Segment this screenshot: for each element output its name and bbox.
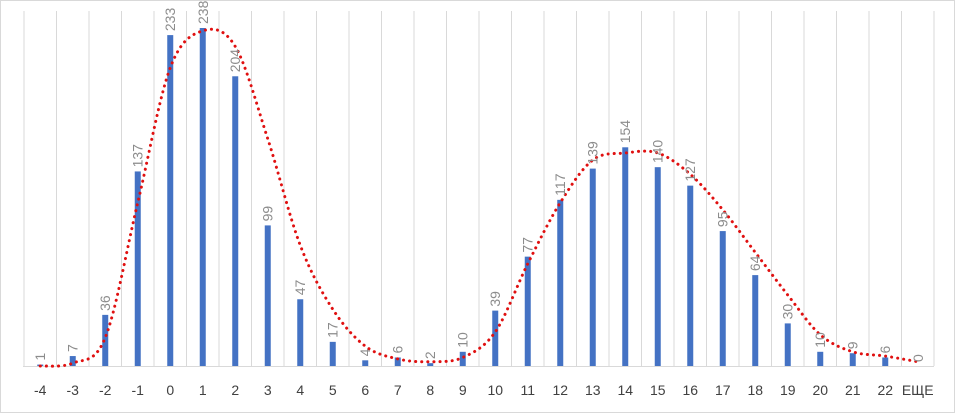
data-label: 47 xyxy=(292,279,308,295)
x-tick-label: 6 xyxy=(361,382,369,398)
data-label: 137 xyxy=(130,144,146,168)
bar xyxy=(329,341,336,366)
bar xyxy=(362,360,369,366)
x-tick-label: -1 xyxy=(132,382,145,398)
bar xyxy=(232,76,239,367)
data-label: 238 xyxy=(195,1,211,24)
data-label: 204 xyxy=(227,49,243,73)
x-tick-label: ЕЩЕ xyxy=(902,382,934,398)
bar xyxy=(589,168,596,366)
data-label: 99 xyxy=(260,206,276,222)
data-label: 39 xyxy=(487,291,503,307)
data-label: 117 xyxy=(552,173,568,196)
x-tick-label: 10 xyxy=(487,382,503,398)
x-tick-label: 3 xyxy=(264,382,272,398)
x-axis: -4 -3 -2 -1 0 1 2 3 4 5 6 7 8 9 10 11 12 13 14 15 16 17 18 19 20… xyxy=(34,382,934,398)
data-label: 9 xyxy=(845,341,861,349)
x-tick-label: 21 xyxy=(845,382,861,398)
bar xyxy=(134,171,141,366)
x-tick-label: 13 xyxy=(585,382,601,398)
x-tick-label: 18 xyxy=(747,382,763,398)
bar xyxy=(654,167,661,366)
x-tick-label: 1 xyxy=(199,382,207,398)
x-tick-label: 22 xyxy=(877,382,893,398)
data-label: 233 xyxy=(162,8,178,32)
x-tick-label: 19 xyxy=(780,382,796,398)
x-tick-label: 14 xyxy=(617,382,633,398)
x-tick-label: 9 xyxy=(459,382,467,398)
bar xyxy=(297,299,304,366)
data-label: 95 xyxy=(715,211,731,227)
x-tick-label: 16 xyxy=(682,382,698,398)
data-label: 127 xyxy=(682,158,698,182)
bar xyxy=(687,185,694,366)
x-tick-label: 12 xyxy=(552,382,568,398)
bar xyxy=(102,314,109,366)
x-tick-label: 2 xyxy=(231,382,239,398)
data-label: 6 xyxy=(390,345,406,353)
gridlines xyxy=(23,11,935,367)
bar xyxy=(459,351,466,366)
x-tick-label: 20 xyxy=(812,382,828,398)
x-tick-label: 8 xyxy=(426,382,434,398)
x-tick-label: 4 xyxy=(296,382,304,398)
bar xyxy=(882,357,889,366)
data-label: 140 xyxy=(650,140,666,164)
data-label: 10 xyxy=(812,332,828,348)
data-label: 7 xyxy=(65,344,81,352)
data-label: 30 xyxy=(780,304,796,320)
x-tick-label: -3 xyxy=(67,382,80,398)
bar xyxy=(394,357,401,366)
bar xyxy=(752,275,759,366)
data-label: 154 xyxy=(617,120,633,144)
data-label: 1 xyxy=(32,353,48,361)
bar xyxy=(69,356,76,366)
data-label: 0 xyxy=(910,354,926,362)
x-tick-label: -2 xyxy=(99,382,112,398)
x-tick-label: 11 xyxy=(520,382,535,398)
bar xyxy=(719,231,726,366)
data-label: 77 xyxy=(520,237,536,253)
data-label: 64 xyxy=(747,255,763,271)
bar xyxy=(557,199,564,366)
bar xyxy=(427,363,434,366)
data-label: 36 xyxy=(97,295,113,311)
data-label: 4 xyxy=(357,348,373,356)
bar xyxy=(817,351,824,366)
bar xyxy=(199,28,206,366)
data-label: 2 xyxy=(422,351,438,359)
x-tick-label: 7 xyxy=(394,382,402,398)
bar xyxy=(784,323,791,366)
data-label: 6 xyxy=(877,345,893,353)
data-label: 139 xyxy=(585,141,601,165)
bar xyxy=(524,256,531,366)
bar xyxy=(492,310,499,366)
x-tick-label: 0 xyxy=(166,382,174,398)
bar xyxy=(622,147,629,366)
x-tick-label: 15 xyxy=(650,382,666,398)
bar xyxy=(849,353,856,366)
data-label: 10 xyxy=(455,332,471,348)
bar xyxy=(264,225,271,366)
bar-series xyxy=(37,28,889,367)
data-label: 17 xyxy=(325,322,341,338)
x-tick-label: 17 xyxy=(715,382,731,398)
x-tick-label: -4 xyxy=(34,382,47,398)
trendline-path xyxy=(38,27,920,368)
bar xyxy=(167,35,174,367)
x-tick-label: 5 xyxy=(329,382,337,398)
trendline xyxy=(38,27,920,368)
